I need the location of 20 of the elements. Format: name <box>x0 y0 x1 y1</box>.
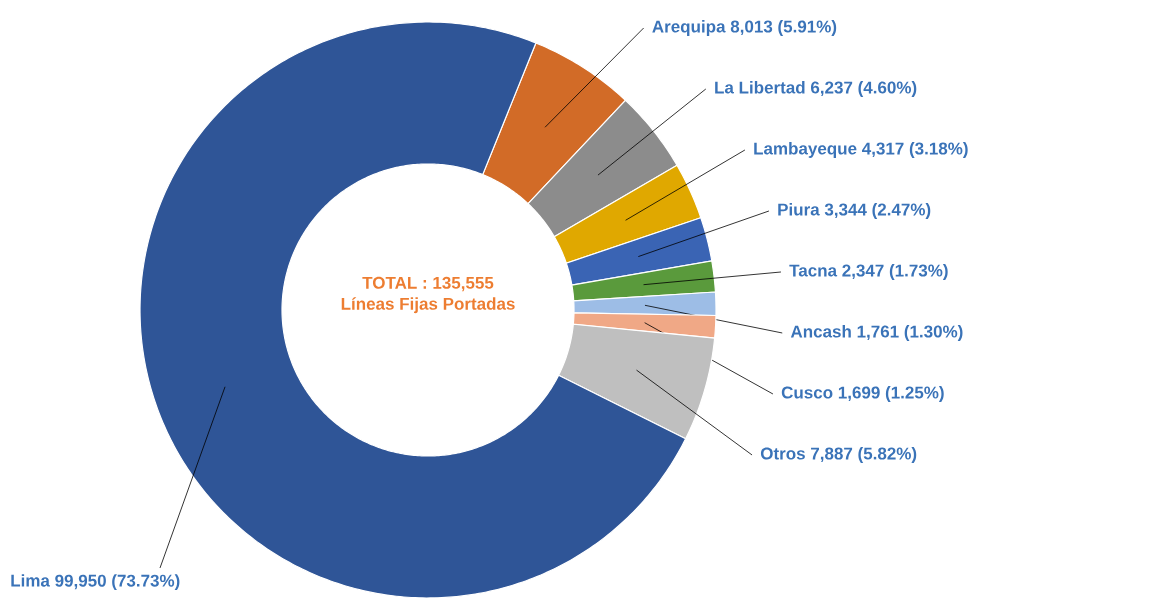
data-label: 8,013 (5.91%) <box>730 20 837 36</box>
slice-label: Arequipa <box>652 20 726 36</box>
slice-label: Tacna <box>789 264 838 277</box>
data-label: 7,887 (5.82%) <box>811 447 917 463</box>
slice-label: La Libertad <box>715 81 805 94</box>
slice-label: Otros <box>760 447 805 460</box>
slice-label: Ancash <box>790 325 851 338</box>
data-label: 2,347 (1.73%) <box>842 264 948 280</box>
slice-label: Piura <box>778 203 820 216</box>
slice-label: Lima <box>11 574 50 587</box>
data-label: 1,761 (1.30%) <box>857 325 963 341</box>
data-label: 4,317 (3.18%) <box>862 142 968 158</box>
text: Líneas Fijas Portadas <box>341 297 515 314</box>
data-label: 6,237 (4.60%) <box>811 81 917 97</box>
slice-label: Lambayeque <box>754 142 857 158</box>
slice-label: Cusco <box>781 386 833 399</box>
text: TOTAL : 135,555 <box>362 276 494 292</box>
data-label: 3,344 (2.47%) <box>824 203 931 219</box>
data-label: 1,699 (1.25%) <box>838 386 944 402</box>
data-label: 99,950 (73.73%) <box>55 574 180 591</box>
